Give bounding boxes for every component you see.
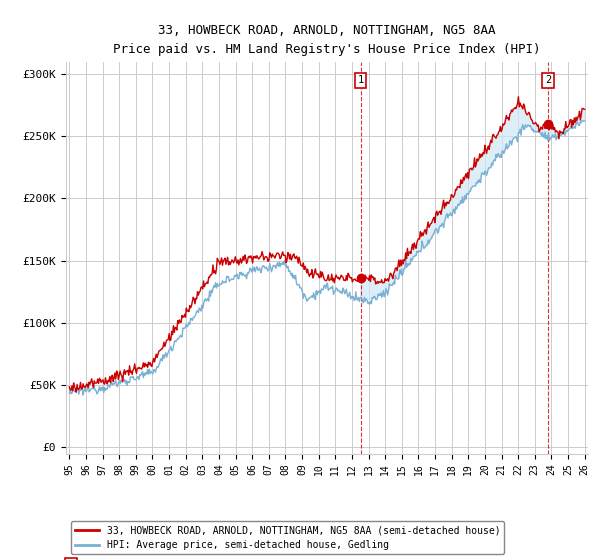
Legend: 33, HOWBECK ROAD, ARNOLD, NOTTINGHAM, NG5 8AA (semi-detached house), HPI: Averag: 33, HOWBECK ROAD, ARNOLD, NOTTINGHAM, NG… bbox=[71, 521, 505, 554]
Text: 2: 2 bbox=[545, 75, 551, 85]
Title: 33, HOWBECK ROAD, ARNOLD, NOTTINGHAM, NG5 8AA
Price paid vs. HM Land Registry's : 33, HOWBECK ROAD, ARNOLD, NOTTINGHAM, NG… bbox=[113, 24, 541, 56]
Text: 1: 1 bbox=[358, 75, 364, 85]
